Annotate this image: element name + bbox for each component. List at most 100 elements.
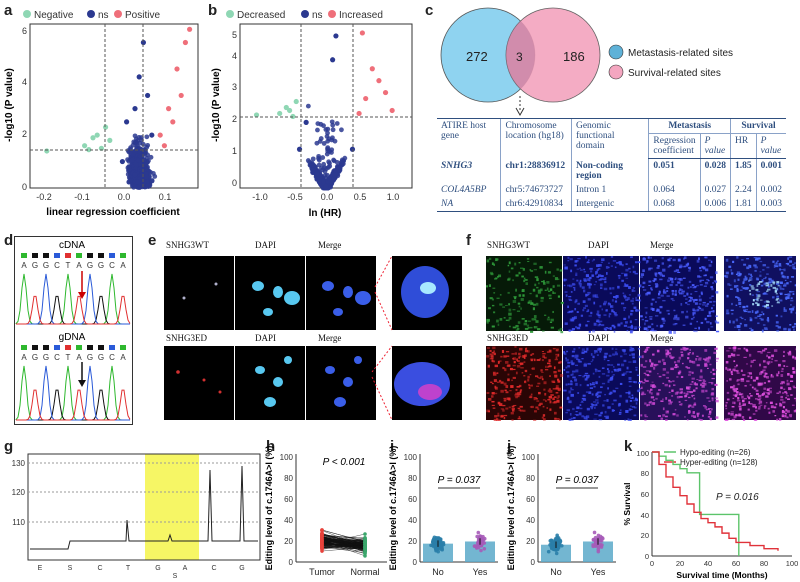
signal-speckle xyxy=(669,354,672,358)
signal-speckle xyxy=(585,377,589,379)
signal-speckle xyxy=(538,404,541,407)
signal-speckle xyxy=(500,408,504,410)
trace-line xyxy=(16,295,131,325)
xtick: -0.2 xyxy=(36,192,52,202)
signal-speckle xyxy=(557,389,561,392)
signal-speckle xyxy=(732,397,735,400)
signal-speckle xyxy=(513,296,517,298)
signal-speckle xyxy=(521,318,525,320)
signal-speckle xyxy=(640,380,643,383)
signal-speckle xyxy=(682,257,685,260)
ytick: 80 xyxy=(284,474,293,483)
signal-speckle xyxy=(584,304,588,308)
signal-speckle xyxy=(732,353,736,357)
signal-speckle xyxy=(746,380,750,383)
signal-speckle xyxy=(688,299,692,302)
signal-speckle xyxy=(702,379,705,382)
signal-speckle xyxy=(623,359,627,363)
signal-speckle xyxy=(592,355,595,359)
signal-speckle xyxy=(789,290,792,293)
data-point xyxy=(329,137,335,143)
f-merge-label-2: Merge xyxy=(650,333,674,343)
signal-speckle xyxy=(680,403,683,406)
signal-speckle xyxy=(740,378,745,381)
signal-speckle xyxy=(775,261,778,264)
signal-speckle xyxy=(793,409,796,413)
signal-speckle xyxy=(733,370,737,372)
signal-speckle xyxy=(519,390,522,394)
signal-speckle xyxy=(677,278,680,281)
signal-speckle xyxy=(674,315,677,319)
signal-speckle xyxy=(599,351,602,353)
signal-speckle xyxy=(670,356,674,360)
signal-speckle xyxy=(664,383,668,387)
signal-speckle xyxy=(687,357,690,360)
ytick: 5 xyxy=(232,30,237,40)
signal-speckle xyxy=(692,311,696,315)
signal-speckle xyxy=(764,305,767,308)
signal-speckle xyxy=(792,371,796,374)
signal-speckle xyxy=(780,395,784,399)
signal-speckle xyxy=(565,358,569,362)
signal-speckle xyxy=(673,317,677,320)
xtick: 60 xyxy=(732,559,740,568)
signal-speckle xyxy=(582,394,586,397)
dot xyxy=(476,541,480,545)
data-point xyxy=(326,159,332,165)
signal-speckle xyxy=(735,304,738,306)
signal-speckle xyxy=(568,310,573,313)
dot xyxy=(593,541,598,545)
signal-speckle xyxy=(591,393,594,396)
signal-speckle xyxy=(535,320,539,323)
signal-speckle xyxy=(626,329,629,332)
signal-speckle xyxy=(488,257,492,260)
signal-speckle xyxy=(746,266,750,270)
signal-speckle xyxy=(689,359,692,363)
signal-speckle xyxy=(644,402,647,405)
signal-speckle xyxy=(732,384,736,388)
signal-speckle xyxy=(644,416,649,418)
signal-speckle xyxy=(679,278,683,281)
signal-speckle xyxy=(778,263,782,266)
signal-speckle xyxy=(534,410,537,413)
signal-speckle xyxy=(701,266,704,269)
data-point xyxy=(44,148,50,154)
signal-speckle xyxy=(589,267,593,270)
signal-speckle xyxy=(769,401,773,405)
signal-speckle xyxy=(755,406,757,409)
signal-speckle xyxy=(762,360,766,363)
signal-speckle xyxy=(735,413,738,417)
signal-speckle xyxy=(582,375,586,378)
signal-speckle xyxy=(686,292,689,296)
base-label: G xyxy=(155,565,160,572)
signal-speckle xyxy=(674,323,678,325)
data-point xyxy=(340,161,346,167)
signal-speckle xyxy=(752,413,756,415)
cell-p2: 0.003 xyxy=(755,196,786,212)
signal-speckle xyxy=(755,409,758,412)
signal-speckle xyxy=(745,348,748,351)
th-location: Chromosome location (hg18) xyxy=(500,118,572,159)
signal-speckle xyxy=(687,387,691,390)
signal-speckle xyxy=(747,408,750,411)
signal-speckle xyxy=(775,299,779,301)
xtick: 0 xyxy=(650,559,654,568)
signal-speckle xyxy=(675,284,678,287)
base-block xyxy=(76,253,82,258)
signal-speckle xyxy=(585,293,588,297)
data-point xyxy=(127,166,133,172)
signal-speckle xyxy=(544,270,547,274)
signal-speckle xyxy=(687,352,690,356)
signal-speckle xyxy=(613,312,617,315)
cell-p2: 0.001 xyxy=(755,158,786,183)
e-overlay xyxy=(176,255,450,421)
signal-speckle xyxy=(735,296,738,299)
signal-speckle xyxy=(513,404,516,407)
signal-speckle xyxy=(707,408,710,411)
signal-speckle xyxy=(594,413,598,415)
th-regcoef: Regression coefficient xyxy=(648,133,701,159)
signal-speckle xyxy=(742,374,746,376)
signal-speckle xyxy=(489,353,492,356)
signal-speckle xyxy=(763,387,767,390)
